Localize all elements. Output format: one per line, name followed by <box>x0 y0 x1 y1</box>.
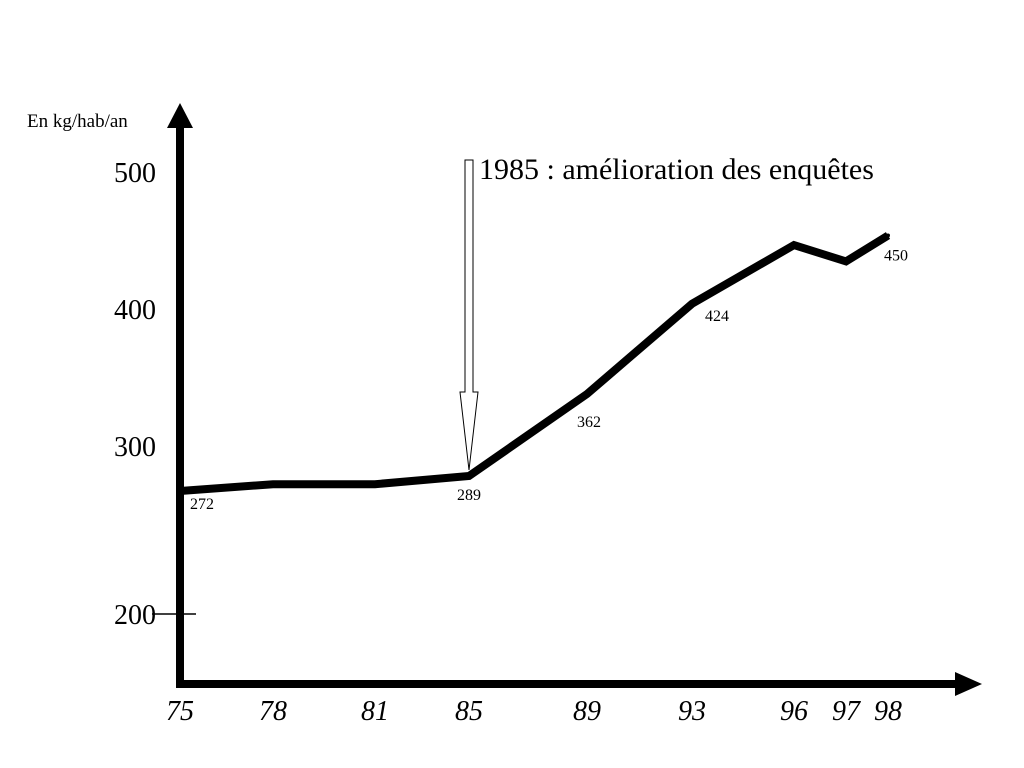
x-axis-arrow <box>955 672 982 696</box>
y-tick-label-500: 500 <box>114 158 156 189</box>
x-ticks: 75 78 81 85 89 93 96 97 98 <box>166 696 902 727</box>
x-tick-label-96: 96 <box>780 696 808 727</box>
x-tick-label-81: 81 <box>361 696 389 727</box>
y-tick-label-200: 200 <box>114 600 156 631</box>
y-axis-label: En kg/hab/an <box>27 111 128 132</box>
data-label-85: 289 <box>457 487 481 504</box>
data-labels: 272 289 362 424 450 <box>190 247 908 513</box>
data-point-97 <box>844 259 848 264</box>
y-tick-label-400: 400 <box>114 295 156 326</box>
x-tick-label-85: 85 <box>455 696 483 727</box>
data-point-78 <box>271 482 275 487</box>
series-line-0 <box>179 232 891 496</box>
data-point-75 <box>178 489 182 494</box>
x-tick-label-98: 98 <box>874 696 902 727</box>
annotation-arrow-icon <box>459 159 479 471</box>
x-tick-label-78: 78 <box>259 696 287 727</box>
x-tick-label-75: 75 <box>166 696 194 727</box>
x-tick-label-93: 93 <box>678 696 706 727</box>
data-label-98: 450 <box>884 247 908 264</box>
data-point-89 <box>585 392 589 397</box>
data-point-98 <box>886 233 890 238</box>
series <box>178 232 891 496</box>
y-ticks: 200 300 400 500 <box>114 158 196 631</box>
x-tick-label-97: 97 <box>832 696 861 727</box>
data-point-96 <box>792 243 796 248</box>
data-label-93: 424 <box>705 308 729 325</box>
y-tick-label-300: 300 <box>114 432 156 463</box>
y-axis-arrow <box>167 103 193 128</box>
x-tick-label-89: 89 <box>573 696 601 727</box>
data-label-89: 362 <box>577 414 601 431</box>
annotation-text: 1985 : amélioration des enquêtes <box>479 153 874 186</box>
data-point-93 <box>690 301 694 306</box>
data-label-75: 272 <box>190 496 214 513</box>
data-point-85 <box>467 474 471 478</box>
data-point-81 <box>373 482 377 487</box>
